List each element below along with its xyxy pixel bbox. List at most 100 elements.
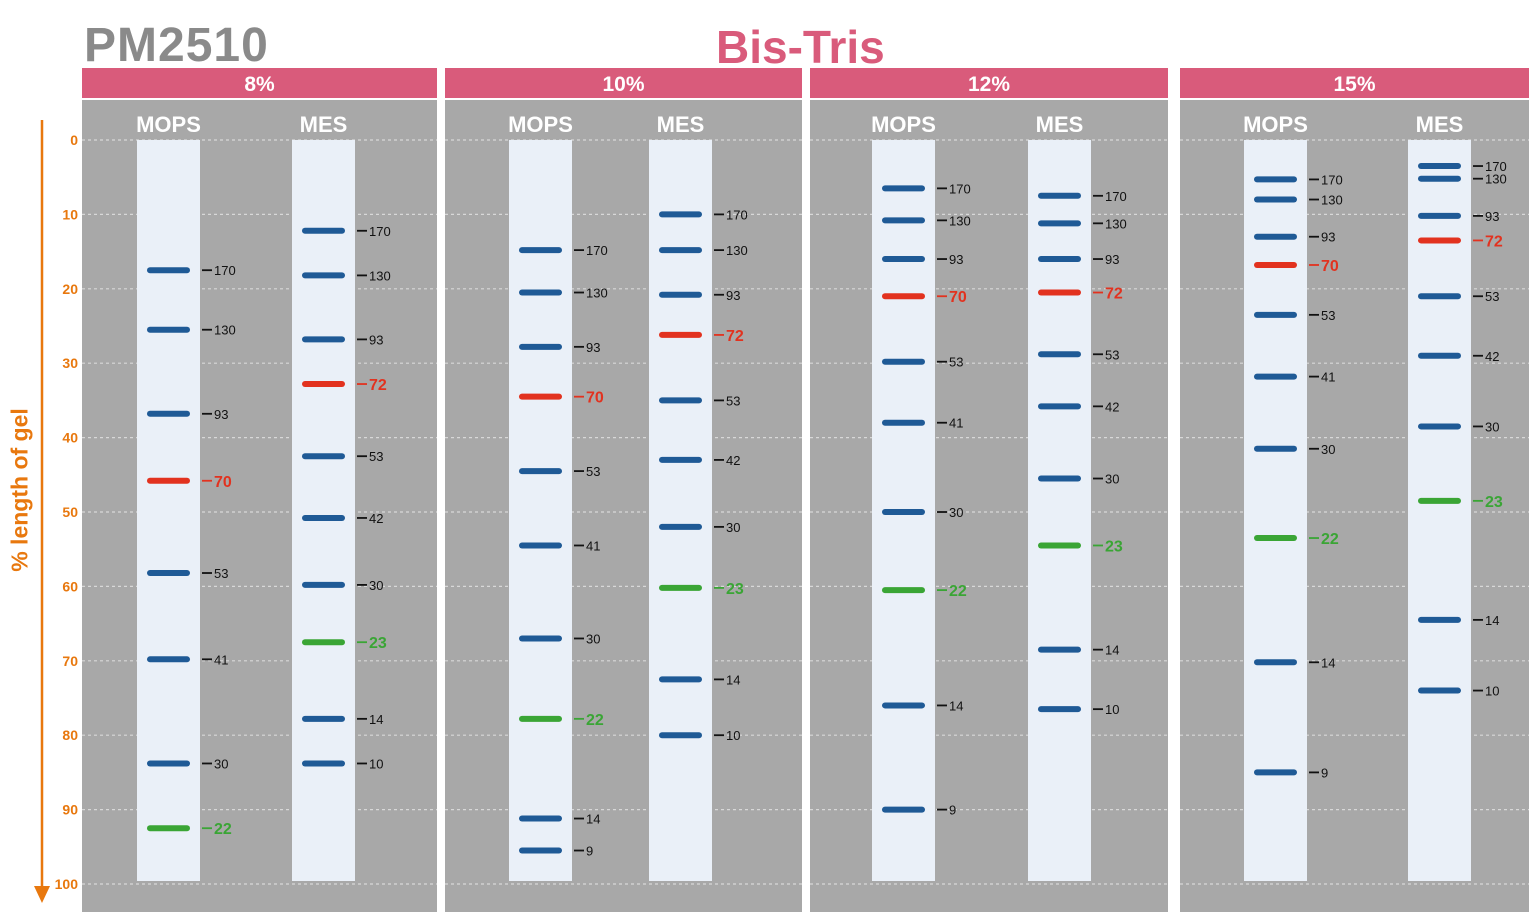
band-size-label: 53 — [1105, 347, 1119, 362]
gel-lane — [292, 140, 355, 881]
band-size-label: 93 — [1321, 230, 1335, 245]
band-size-label: 70 — [1321, 258, 1339, 275]
band-size-label: 53 — [949, 355, 963, 370]
buffer-label: MES — [1036, 112, 1084, 137]
band-size-label: 23 — [1485, 494, 1503, 511]
band-size-label: 14 — [949, 698, 963, 713]
gel-panel — [1180, 100, 1529, 912]
band-size-label: 53 — [369, 449, 383, 464]
band-size-label: 30 — [586, 631, 600, 646]
gel-lane — [137, 140, 200, 881]
buffer-label: MES — [1416, 112, 1464, 137]
band-size-label: 93 — [1105, 252, 1119, 267]
band-size-label: 22 — [949, 583, 967, 600]
band-size-label: 170 — [369, 224, 391, 239]
gel-percent-header — [810, 68, 1168, 98]
buffer-label: MOPS — [871, 112, 936, 137]
gel-percent-header — [1180, 68, 1529, 98]
band-size-label: 41 — [586, 538, 600, 553]
gel-panel — [810, 100, 1168, 912]
band-size-label: 170 — [214, 263, 236, 278]
band-size-label: 93 — [1485, 209, 1499, 224]
band-size-label: 14 — [586, 812, 600, 827]
band-size-label: 10 — [1105, 702, 1119, 717]
band-size-label: 42 — [1485, 349, 1499, 364]
band-size-label: 14 — [1321, 655, 1335, 670]
band-size-label: 30 — [949, 505, 963, 520]
band-size-label: 130 — [369, 268, 391, 283]
band-size-label: 170 — [1485, 159, 1507, 174]
band-size-label: 14 — [369, 712, 383, 727]
band-size-label: 23 — [726, 581, 744, 598]
band-size-label: 72 — [369, 377, 387, 394]
band-size-label: 14 — [1485, 613, 1499, 628]
band-size-label: 30 — [1105, 472, 1119, 487]
band-size-label: 170 — [726, 207, 748, 222]
band-size-label: 41 — [949, 416, 963, 431]
band-size-label: 53 — [586, 464, 600, 479]
band-size-label: 42 — [726, 453, 740, 468]
band-size-label: 72 — [1105, 286, 1123, 303]
product-code-title: PM2510 — [84, 19, 269, 72]
band-size-label: 130 — [949, 213, 971, 228]
band-size-label: 70 — [214, 474, 232, 491]
band-size-label: 70 — [949, 289, 967, 306]
band-size-label: 93 — [726, 288, 740, 303]
gel-lane — [1028, 140, 1091, 881]
y-axis-tick-label: 90 — [62, 802, 78, 818]
buffer-label: MES — [300, 112, 348, 137]
band-size-label: 23 — [369, 635, 387, 652]
band-size-label: 23 — [1105, 538, 1123, 555]
band-size-label: 30 — [1485, 419, 1499, 434]
gel-percent-label: 8% — [244, 73, 275, 96]
band-size-label: 53 — [1321, 308, 1335, 323]
band-size-label: 9 — [586, 844, 593, 859]
band-size-label: 53 — [726, 393, 740, 408]
band-size-label: 30 — [726, 520, 740, 535]
y-axis-tick-label: 100 — [55, 876, 79, 892]
band-size-label: 53 — [1485, 289, 1499, 304]
buffer-label: MOPS — [136, 112, 201, 137]
band-size-label: 30 — [214, 756, 228, 771]
gel-percent-label: 12% — [968, 73, 1010, 96]
gel-type-title: Bis-Tris — [716, 21, 885, 73]
band-size-label: 93 — [369, 332, 383, 347]
band-size-label: 10 — [1485, 684, 1499, 699]
y-axis-tick-label: 50 — [62, 504, 78, 520]
buffer-label: MOPS — [1243, 112, 1308, 137]
gel-percent-label: 15% — [1333, 73, 1375, 96]
band-size-label: 30 — [1321, 442, 1335, 457]
band-size-label: 70 — [586, 390, 604, 407]
band-size-label: 30 — [369, 578, 383, 593]
band-size-label: 41 — [214, 652, 228, 667]
buffer-label: MOPS — [508, 112, 573, 137]
band-size-label: 93 — [214, 407, 228, 422]
gel-percent-header — [445, 68, 802, 98]
y-axis-tick-label: 0 — [70, 132, 78, 148]
band-size-label: 170 — [1105, 189, 1127, 204]
band-size-label: 9 — [949, 803, 956, 818]
band-size-label: 41 — [1321, 370, 1335, 385]
y-axis-tick-label: 60 — [62, 578, 78, 594]
band-size-label: 130 — [1321, 193, 1343, 208]
gel-panel — [82, 100, 437, 912]
band-size-label: 9 — [1321, 765, 1328, 780]
y-axis-tick-label: 40 — [62, 430, 78, 446]
buffer-label: MES — [657, 112, 705, 137]
band-size-label: 42 — [369, 511, 383, 526]
band-size-label: 93 — [949, 252, 963, 267]
band-size-label: 170 — [586, 243, 608, 258]
band-size-label: 130 — [726, 243, 748, 258]
band-size-label: 170 — [1321, 172, 1343, 187]
y-axis-tick-label: 30 — [62, 355, 78, 371]
gel-percent-header — [82, 68, 437, 98]
band-size-label: 10 — [726, 728, 740, 743]
gel-panel — [445, 100, 802, 912]
gel-lane — [1408, 140, 1471, 881]
band-size-label: 22 — [1321, 531, 1339, 548]
band-size-label: 130 — [214, 323, 236, 338]
gel-lane — [649, 140, 712, 881]
band-size-label: 72 — [726, 328, 744, 345]
y-axis-tick-label: 20 — [62, 281, 78, 297]
band-size-label: 130 — [1105, 216, 1127, 231]
